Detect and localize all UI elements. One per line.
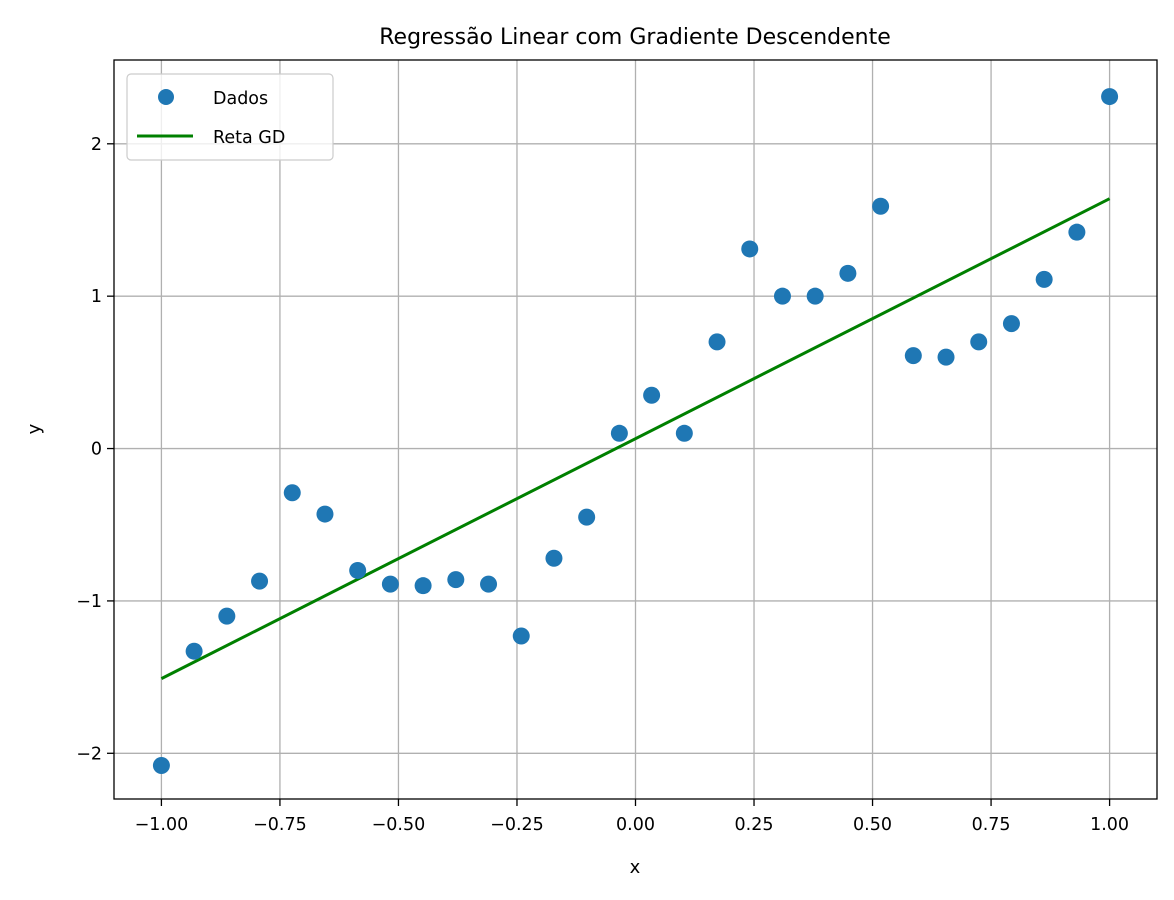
data-point [1002,315,1020,333]
y-tick-label: 0 [91,440,102,460]
data-point [414,577,432,595]
x-tick-label: 0.50 [853,815,892,835]
y-axis-ticks: −2 −1 0 1 2 [76,135,114,764]
data-point [970,333,988,351]
x-tick-label: 0.75 [972,815,1011,835]
data-point [675,424,693,442]
data-point [872,197,890,215]
x-tick-label: 0.25 [735,815,774,835]
data-point [152,756,170,774]
data-point [381,575,399,593]
data-point [447,571,465,589]
legend-box [126,73,334,161]
data-points [152,88,1119,774]
data-point [839,264,857,282]
x-tick-label: −1.00 [135,815,189,835]
data-point [251,572,269,590]
legend: Dados Reta GD [126,73,334,161]
y-axis-label: y [24,423,45,434]
data-point [1035,270,1053,288]
data-point [773,287,791,305]
data-point [1068,223,1086,241]
chart-title: Regressão Linear com Gradiente Descenden… [379,25,891,50]
data-point [283,484,301,502]
x-tick-label: −0.50 [372,815,426,835]
data-point [904,347,922,365]
legend-label-dados: Dados [213,89,268,109]
data-point [1101,88,1119,106]
y-tick-label: 1 [91,287,102,307]
data-point [185,642,203,660]
legend-marker-dados [158,89,174,105]
legend-label-reta-gd: Reta GD [213,128,285,148]
data-point [806,287,824,305]
data-point [708,333,726,351]
x-axis-ticks: −1.00 −0.75 −0.50 −0.25 0.00 0.25 0.50 0.75 1.00 [135,799,1129,835]
x-tick-label: 0.00 [616,815,655,835]
data-point [937,348,955,366]
data-point [218,607,236,625]
data-point [610,424,628,442]
fit-line [160,197,1111,680]
data-point [480,575,498,593]
data-point [578,508,596,526]
y-tick-label: −2 [76,744,102,764]
grid [114,60,1157,799]
x-axis-label: x [630,857,641,878]
data-point [512,627,530,645]
y-tick-label: 2 [91,135,102,155]
y-tick-label: −1 [76,592,102,612]
fit-line-layer [160,197,1111,680]
data-point [316,505,334,523]
data-point [349,561,367,579]
x-tick-label: −0.25 [490,815,544,835]
data-point [741,240,759,258]
data-point [643,386,661,404]
data-point [545,549,563,567]
x-tick-label: 1.00 [1090,815,1129,835]
x-tick-label: −0.75 [253,815,307,835]
